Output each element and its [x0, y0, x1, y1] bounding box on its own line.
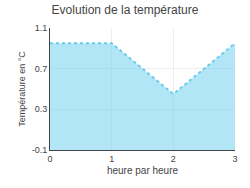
svg-text:0.7: 0.7	[35, 64, 48, 74]
svg-text:0.3: 0.3	[35, 104, 48, 114]
svg-text:3: 3	[232, 154, 237, 164]
svg-text:1.1: 1.1	[35, 23, 48, 33]
svg-text:-0.1: -0.1	[32, 145, 48, 155]
svg-text:heure par heure: heure par heure	[107, 165, 179, 176]
svg-text:Evolution de la température: Evolution de la température	[52, 3, 199, 17]
svg-text:2: 2	[171, 154, 176, 164]
svg-text:0: 0	[47, 154, 52, 164]
svg-text:Température en °C: Température en °C	[17, 51, 27, 127]
svg-text:1: 1	[109, 154, 114, 164]
